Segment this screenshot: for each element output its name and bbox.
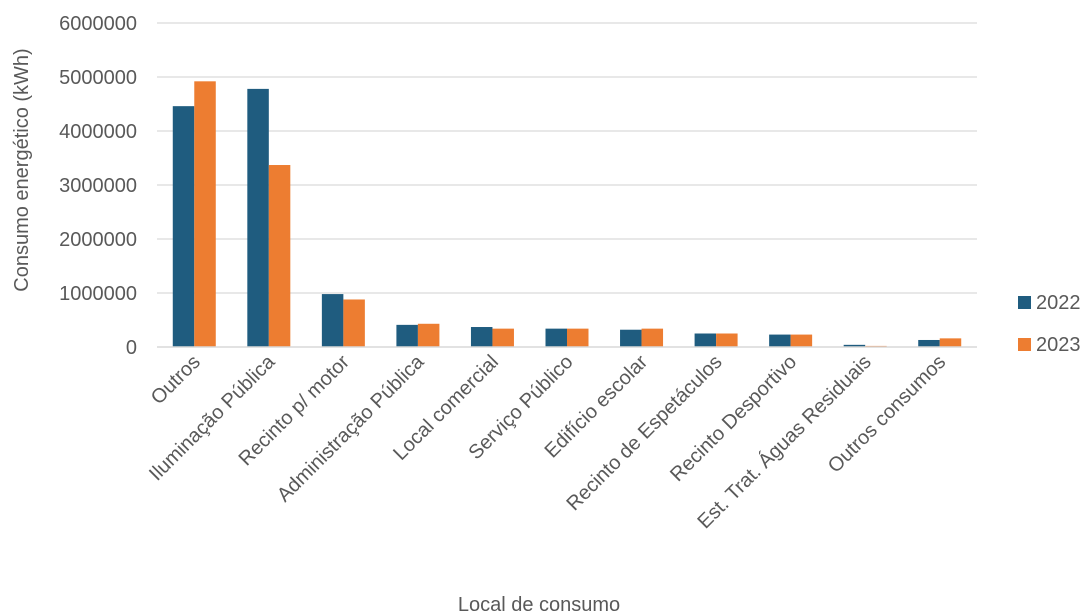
legend-swatch-2023	[1018, 338, 1031, 351]
bar-2022	[470, 327, 493, 347]
bars	[172, 81, 962, 347]
y-tick-label: 5000000	[59, 67, 137, 89]
bar-2022	[247, 88, 269, 347]
y-axis-ticks: 0 1000000 2000000 3000000 4000000 5000000 6000…	[59, 13, 137, 359]
y-tick-label: 1000000	[59, 283, 137, 305]
x-tick-label: Iluminação Pública	[145, 350, 280, 485]
bar-2022	[620, 329, 642, 347]
x-tick-label: Recinto Desportivo	[666, 351, 801, 486]
gridlines	[157, 22, 977, 294]
y-tick-label: 6000000	[59, 13, 137, 35]
bar-2023	[268, 165, 291, 347]
bar-2022	[843, 344, 866, 347]
bar-2023	[417, 323, 440, 347]
bar-2023	[790, 334, 813, 347]
bar-2022	[769, 334, 791, 347]
y-axis-title: Consumo energético (kWh)	[11, 48, 33, 291]
bar-2023	[939, 338, 962, 347]
bar-2023	[567, 328, 589, 347]
y-tick-label: 2000000	[59, 229, 137, 251]
bar-2022	[918, 339, 940, 347]
legend-label-2022: 2022	[1036, 292, 1081, 314]
x-tick-label: Outros	[147, 351, 205, 409]
y-tick-label: 4000000	[59, 121, 137, 143]
bar-2022	[545, 328, 567, 347]
x-axis-title: Local de consumo	[458, 594, 620, 616]
bar-2022	[321, 294, 344, 347]
bar-2023	[194, 81, 216, 347]
y-tick-label: 0	[126, 337, 137, 359]
bar-2023	[492, 328, 514, 347]
bar-2023	[716, 333, 738, 347]
bar-2022	[172, 106, 195, 347]
bar-2022	[396, 324, 418, 347]
legend-swatch-2022	[1018, 296, 1031, 309]
bar-2022	[694, 333, 717, 347]
bar-2023	[343, 299, 365, 347]
legend: 2022 2023	[1018, 292, 1081, 356]
y-tick-label: 3000000	[59, 175, 137, 197]
x-tick-label: Administração Pública	[273, 350, 429, 506]
x-tick-label: Recinto de Espetáculos	[562, 351, 726, 515]
legend-label-2023: 2023	[1036, 334, 1081, 356]
bar-2023	[641, 328, 664, 347]
